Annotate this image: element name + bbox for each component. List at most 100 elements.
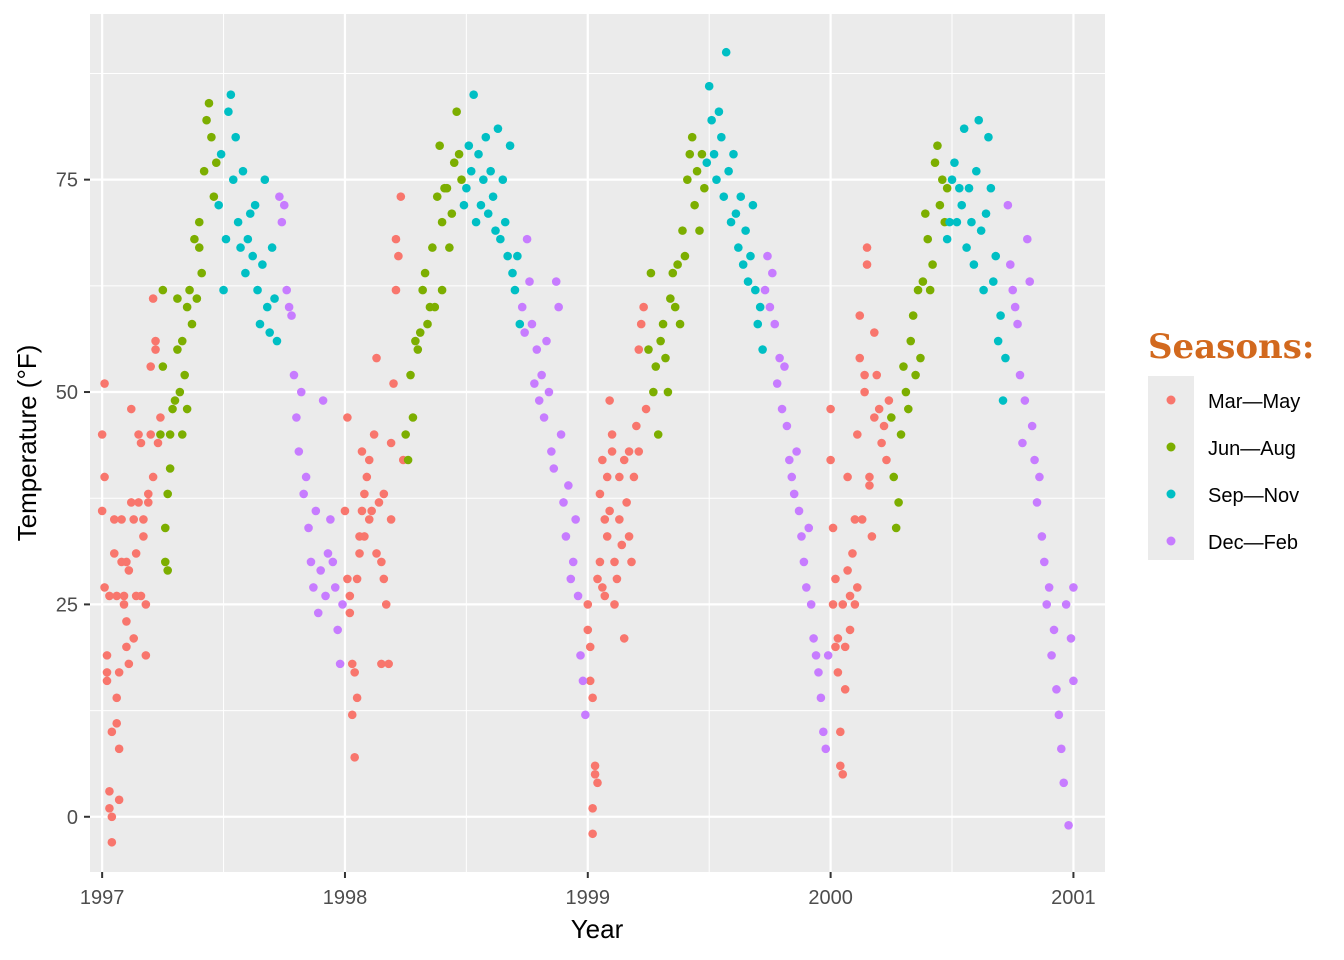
data-point (423, 319, 432, 329)
data-point (1064, 820, 1073, 830)
y-tick-label: 75 (56, 170, 78, 192)
data-point (976, 226, 986, 235)
data-point (760, 285, 770, 295)
data-point (413, 345, 423, 354)
data-point (265, 328, 274, 337)
data-point (182, 404, 192, 414)
data-point (913, 285, 923, 295)
data-point (544, 387, 554, 397)
data-point (831, 642, 840, 652)
data-point (233, 217, 243, 227)
data-point (564, 481, 573, 490)
y-tick-label: 25 (56, 594, 78, 616)
data-point (151, 336, 160, 346)
data-point (581, 710, 590, 720)
data-point (362, 472, 372, 482)
data-point (933, 141, 942, 150)
data-point (551, 277, 561, 286)
data-point (904, 404, 913, 414)
data-point (607, 430, 617, 439)
data-point (646, 268, 656, 278)
data-point (738, 260, 748, 269)
data-point (197, 268, 206, 278)
data-point (972, 166, 981, 176)
data-point (386, 438, 396, 448)
legend-label: Jun—Aug (1208, 438, 1296, 460)
data-point (984, 132, 993, 142)
data-point (758, 345, 767, 354)
data-point (879, 421, 889, 431)
data-point (454, 149, 464, 159)
data-point (746, 251, 755, 261)
data-point (938, 175, 947, 184)
data-point (464, 141, 474, 150)
data-point (199, 166, 209, 176)
data-point (105, 591, 114, 601)
data-point (1059, 778, 1069, 788)
data-point (860, 387, 869, 397)
data-point (442, 183, 452, 193)
data-point (420, 268, 430, 278)
data-point (585, 676, 595, 686)
data-point (901, 387, 911, 397)
data-point (969, 260, 979, 269)
data-point (284, 302, 294, 312)
data-point (163, 566, 172, 575)
data-point (377, 557, 386, 567)
data-point (862, 260, 872, 269)
data-point (435, 141, 444, 150)
legend-key-background (1148, 376, 1194, 560)
data-point (549, 464, 559, 473)
data-point (165, 430, 175, 439)
data-point (632, 421, 641, 431)
data-point (556, 430, 566, 439)
data-point (527, 319, 537, 329)
data-point (379, 574, 389, 584)
data-point (345, 608, 355, 618)
data-point (491, 226, 500, 235)
data-point (216, 149, 226, 159)
data-point (685, 149, 695, 159)
data-point (899, 362, 908, 371)
data-point (306, 557, 316, 567)
data-point (930, 158, 940, 167)
data-point (117, 515, 126, 524)
data-point (789, 489, 799, 499)
data-point (802, 583, 811, 592)
data-point (721, 47, 731, 57)
data-point (925, 285, 935, 295)
data-point (605, 506, 614, 516)
data-point (884, 396, 894, 405)
data-point (496, 234, 505, 244)
data-point (539, 413, 549, 422)
data-point (588, 693, 597, 703)
data-point (1035, 472, 1044, 482)
data-point (702, 158, 712, 167)
data-point (787, 472, 797, 482)
data-point (241, 268, 250, 278)
data-point (610, 557, 619, 567)
data-point (141, 600, 151, 609)
data-point (1069, 676, 1078, 686)
data-point (255, 319, 265, 329)
data-point (755, 302, 765, 312)
data-point (734, 243, 743, 252)
data-point (576, 651, 585, 660)
data-point (107, 727, 117, 737)
data-point (651, 362, 661, 371)
data-point (619, 634, 629, 643)
data-point (357, 506, 367, 516)
data-point (347, 659, 357, 669)
data-point (221, 234, 231, 244)
data-point (338, 600, 347, 609)
data-point (605, 396, 614, 405)
data-point (107, 812, 117, 822)
data-point (619, 455, 629, 465)
data-point (547, 447, 556, 456)
data-point (126, 498, 136, 507)
data-point (372, 549, 381, 558)
data-point (1003, 200, 1013, 210)
data-point (136, 591, 146, 601)
data-point (428, 243, 437, 252)
